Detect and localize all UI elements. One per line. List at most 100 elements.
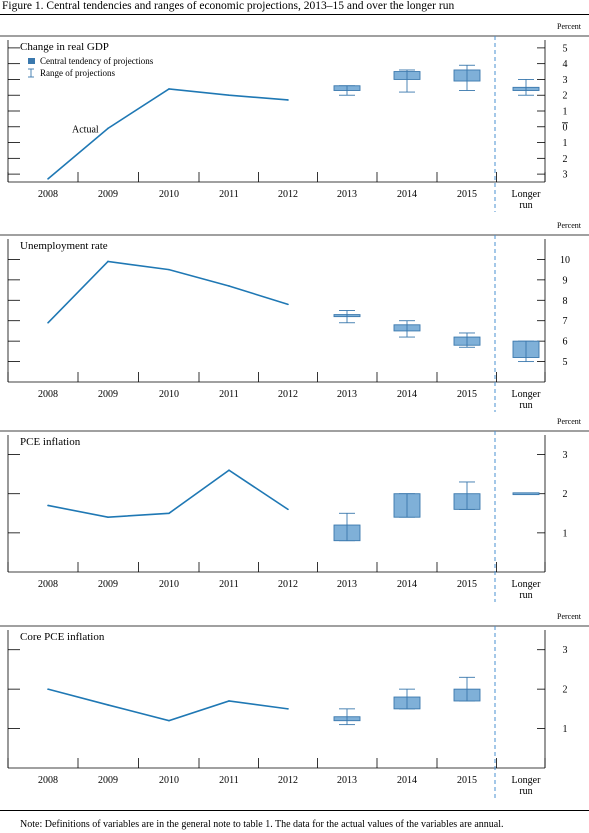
annotation-label: Actual — [72, 124, 99, 135]
actual-data-point — [107, 260, 109, 263]
x-tick-label: 2013 — [337, 775, 357, 786]
x-tick-label: 2009 — [98, 775, 118, 786]
y-tick-label: 9 — [563, 275, 568, 286]
actual-data-point — [47, 504, 49, 507]
y-tick-label: 3 — [563, 645, 568, 656]
actual-data-point — [228, 700, 230, 702]
y-tick-label: 2 — [563, 685, 568, 696]
x-tick-label: 2014 — [397, 775, 417, 786]
x-tick-label: 2012 — [278, 389, 298, 400]
y-tick-label: 1 — [563, 528, 568, 539]
x-tick-label: 2014 — [397, 389, 417, 400]
x-tick-label: run — [519, 400, 532, 411]
x-tick-label: 2011 — [219, 189, 239, 200]
x-tick-label: 2015 — [457, 775, 477, 786]
x-tick-label: Longer — [512, 389, 542, 400]
actual-data-point — [168, 512, 170, 515]
legend-range-label: Range of projections — [40, 68, 115, 78]
y-tick-label: 1 — [563, 107, 568, 118]
x-tick-label: 2009 — [98, 189, 118, 200]
figure-title: Figure 1. Central tendencies and ranges … — [2, 0, 455, 12]
panel-title: Change in real GDP — [20, 41, 109, 53]
y-tick-label: 8 — [563, 296, 568, 307]
x-tick-label: 2010 — [159, 579, 179, 590]
x-tick-label: 2012 — [278, 579, 298, 590]
actual-data-point — [47, 321, 49, 324]
actual-data-point — [168, 268, 170, 271]
x-tick-label: 2011 — [219, 579, 239, 590]
unit-label: Percent — [557, 612, 582, 621]
actual-data-point — [228, 285, 230, 287]
x-tick-label: 2011 — [219, 775, 239, 786]
y-tick-label: 2 — [563, 489, 568, 500]
actual-data-point — [168, 88, 170, 90]
central-tendency-box — [512, 492, 540, 496]
x-tick-label: 2012 — [278, 189, 298, 200]
x-tick-label: 2011 — [219, 389, 239, 400]
actual-data-point — [228, 469, 230, 472]
x-tick-label: 2010 — [159, 389, 179, 400]
figure-note: Note: Definitions of variables are in th… — [20, 819, 504, 830]
x-tick-label: 2008 — [38, 579, 58, 590]
x-tick-label: 2013 — [337, 189, 357, 200]
actual-series-line — [47, 688, 289, 722]
actual-series-line — [47, 469, 289, 519]
y-tick-label: 2 — [563, 154, 568, 165]
x-tick-label: 2010 — [159, 775, 179, 786]
x-tick-label: run — [519, 200, 532, 211]
actual-data-point — [287, 508, 289, 511]
x-tick-label: 2013 — [337, 389, 357, 400]
x-tick-label: Longer — [512, 579, 542, 590]
actual-data-point — [228, 94, 230, 97]
unit-label: Percent — [557, 22, 582, 31]
y-tick-label: 10 — [560, 255, 570, 266]
legend-central-label: Central tendency of projections — [40, 56, 154, 66]
y-tick-label: 2 — [563, 91, 568, 102]
x-tick-label: 2014 — [397, 189, 417, 200]
x-tick-label: 2015 — [457, 189, 477, 200]
y-tick-label: 3 — [563, 170, 568, 181]
actual-data-point — [287, 303, 289, 306]
bottom-rule — [0, 810, 589, 811]
x-tick-label: 2014 — [397, 579, 417, 590]
x-tick-label: 2009 — [98, 389, 118, 400]
y-tick-label: 3 — [563, 450, 568, 461]
y-tick-label: 4 — [563, 59, 568, 70]
y-tick-label: 0 — [563, 122, 568, 133]
y-tick-label: 6 — [563, 337, 568, 348]
y-tick-label: 3 — [563, 75, 568, 86]
x-tick-label: 2008 — [38, 389, 58, 400]
x-tick-label: run — [519, 590, 532, 601]
legend-central-swatch — [28, 58, 35, 64]
actual-data-point — [107, 704, 109, 706]
unit-label: Percent — [557, 417, 582, 426]
x-tick-label: 2008 — [38, 189, 58, 200]
actual-data-point — [107, 516, 109, 518]
y-tick-label: 1 — [563, 724, 568, 735]
x-tick-label: 2009 — [98, 579, 118, 590]
x-tick-label: 2015 — [457, 389, 477, 400]
actual-data-point — [287, 99, 289, 101]
panel-title: Core PCE inflation — [20, 631, 105, 643]
actual-data-point — [107, 127, 109, 130]
unit-label: Percent — [557, 221, 582, 230]
x-tick-label: 2015 — [457, 579, 477, 590]
y-tick-label: 5 — [563, 357, 568, 368]
actual-data-point — [47, 688, 49, 690]
x-tick-label: 2013 — [337, 579, 357, 590]
actual-data-point — [168, 719, 170, 722]
x-tick-label: 2010 — [159, 189, 179, 200]
x-tick-label: Longer — [512, 775, 542, 786]
x-tick-label: run — [519, 786, 532, 797]
x-tick-label: Longer — [512, 189, 542, 200]
actual-series-line — [47, 260, 289, 324]
panel-title: PCE inflation — [20, 436, 81, 448]
y-tick-label: 7 — [563, 316, 568, 327]
y-tick-label: 1 — [563, 138, 568, 149]
actual-data-point — [47, 178, 49, 180]
y-tick-label: 5 — [563, 43, 568, 54]
x-tick-label: 2008 — [38, 775, 58, 786]
x-tick-label: 2012 — [278, 775, 298, 786]
actual-data-point — [287, 708, 289, 710]
